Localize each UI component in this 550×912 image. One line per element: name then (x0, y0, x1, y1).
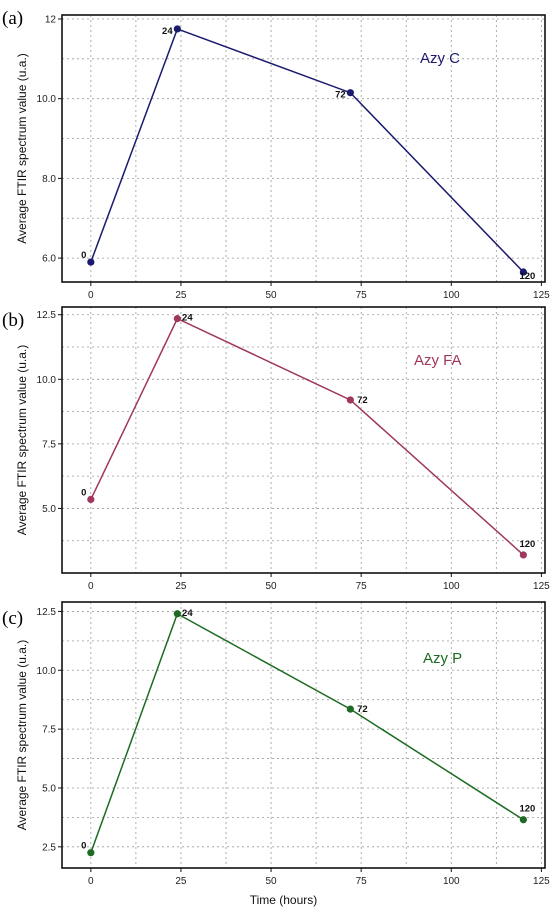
x-tick-label: 50 (265, 581, 277, 592)
x-tick-label: 75 (356, 290, 368, 301)
chart-panel-3: 0 25 50 75 100 125 2.5 5.0 7.5 10.0 12.5 Average FT… (2, 601, 550, 907)
series-line (90, 612, 524, 853)
y-tick-label: 10.0 (37, 666, 57, 677)
point-label: 72 (357, 704, 368, 715)
data-point (346, 396, 354, 404)
y-tick-label: 5.0 (42, 783, 56, 794)
point-label: 24 (162, 26, 173, 37)
point-label: 120 (519, 271, 535, 282)
data-point (173, 25, 181, 33)
y-tick-label: 2.5 (42, 842, 56, 853)
data-point (519, 551, 527, 559)
data-point (87, 495, 95, 503)
legend-entry: Azy C (420, 50, 460, 67)
point-label: 0 (81, 841, 86, 852)
point-label: 72 (357, 395, 368, 406)
x-axis-label: Time (hours) (250, 893, 318, 907)
x-tick-label: 0 (88, 876, 94, 887)
panel-letter: (a) (2, 8, 23, 29)
y-tick-label: 12.5 (37, 310, 57, 321)
data-point (519, 268, 527, 276)
x-tick-label: 75 (356, 581, 368, 592)
y-tick-label: 7.5 (42, 725, 56, 736)
plot-frame (61, 14, 546, 283)
chart-panel-2: 0 25 50 75 100 125 5.0 7.5 10.0 12.5 Average FTIR … (2, 306, 550, 592)
point-label: 120 (519, 539, 535, 550)
y-tick-label: 10.0 (37, 375, 57, 386)
data-point (519, 816, 527, 824)
data-point (346, 705, 354, 713)
x-tick-label: 100 (443, 581, 460, 592)
x-tick-label: 125 (533, 581, 550, 592)
chart-panel-1: 0 25 50 75 100 125 6.0 8.0 10.0 12 Average FTIR sp… (2, 8, 550, 301)
point-label: 24 (182, 313, 193, 324)
plot-frame (61, 306, 546, 574)
x-tick-label: 125 (533, 290, 550, 301)
data-point (87, 849, 95, 857)
point-label: 24 (182, 608, 193, 619)
x-tick-label: 75 (356, 876, 368, 887)
x-tick-label: 100 (443, 290, 460, 301)
legend-entry: Azy FA (414, 352, 462, 369)
grid (62, 307, 545, 573)
x-tick-label: 25 (175, 290, 187, 301)
data-point (346, 89, 354, 97)
x-tick-label: 50 (265, 290, 277, 301)
y-tick-label: 12 (45, 14, 57, 25)
point-label: 120 (519, 804, 535, 815)
series-line (90, 27, 524, 273)
y-axis-label: Average FTIR spectrum value (u.a.) (15, 640, 29, 831)
data-point (87, 258, 95, 266)
point-label: 72 (335, 90, 346, 101)
x-tick-label: 100 (443, 876, 460, 887)
y-tick-label: 8.0 (42, 174, 56, 185)
point-label: 0 (81, 250, 86, 261)
y-axis-label: Average FTIR spectrum value (u.a.) (15, 345, 29, 536)
plot-frame (61, 601, 546, 869)
x-tick-label: 125 (533, 876, 550, 887)
x-tick-label: 50 (265, 876, 277, 887)
x-tick-label: 0 (88, 581, 94, 592)
y-tick-label: 10.0 (37, 94, 57, 105)
panel-letter: (c) (2, 608, 23, 629)
x-tick-label: 25 (175, 876, 187, 887)
y-tick-label: 12.5 (37, 607, 57, 618)
data-point (173, 610, 181, 618)
point-label: 0 (81, 487, 86, 498)
legend-entry: Azy P (423, 650, 462, 667)
series-line (90, 317, 524, 556)
y-tick-label: 7.5 (42, 439, 56, 450)
y-axis-label: Average FTIR spectrum value (u.a.) (15, 53, 29, 244)
y-tick-label: 6.0 (42, 254, 56, 265)
panel-letter: (b) (2, 310, 24, 331)
x-tick-label: 0 (88, 290, 94, 301)
data-point (173, 315, 181, 323)
y-tick-label: 5.0 (42, 504, 56, 515)
grid (62, 15, 545, 282)
grid (62, 602, 545, 868)
x-tick-label: 25 (175, 581, 187, 592)
